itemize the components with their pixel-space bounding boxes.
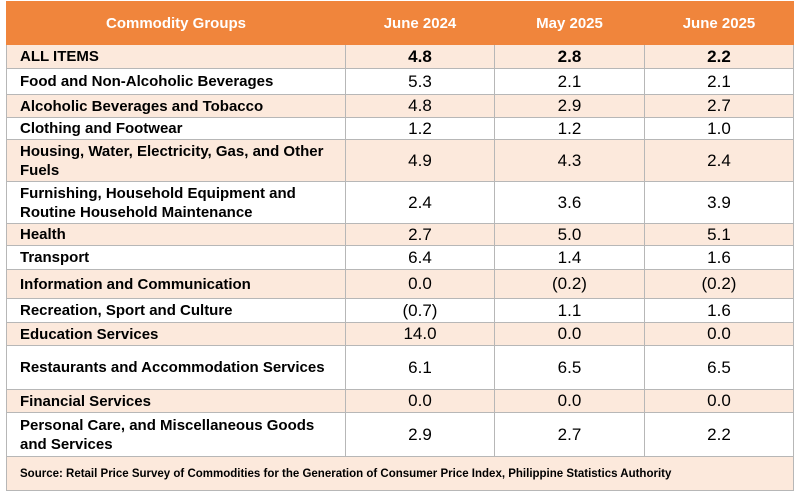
value-june-2025: 2.1 [644,68,794,95]
value-june-2025: 3.9 [644,181,794,224]
table-body: ALL ITEMS 4.8 2.8 2.2 Food and Non-Alcoholic… [6,44,794,457]
value-may-2025: 2.9 [494,94,645,118]
table-row: Education Services 14.0 0.0 0.0 [6,322,794,346]
value-may-2025: 1.4 [494,245,645,270]
commodity-group-name: Recreation, Sport and Culture [6,298,346,323]
table-row: Food and Non-Alcoholic Beverages 5.3 2.1 2.… [6,68,794,95]
value-june-2024: 2.4 [345,181,495,224]
source-row: Source: Retail Price Survey of Commoditi… [6,456,794,491]
table-row: Alcoholic Beverages and Tobacco 4.8 2.9 2.7 [6,94,794,118]
table-row: Transport 6.4 1.4 1.6 [6,245,794,270]
value-june-2024: 2.9 [345,412,495,457]
value-june-2024: 2.7 [345,223,495,246]
commodity-group-name: ALL ITEMS [6,44,346,69]
value-june-2024: 0.0 [345,269,495,299]
column-header-june-2024: June 2024 [345,1,495,45]
value-june-2024: 4.8 [345,94,495,118]
value-may-2025: (0.2) [494,269,645,299]
value-june-2024: (0.7) [345,298,495,323]
column-header-june-2025: June 2025 [644,1,794,45]
table-row: Furnishing, Household Equipment and Rout… [6,181,794,224]
commodity-group-name: Transport [6,245,346,270]
table-row-all-items: ALL ITEMS 4.8 2.8 2.2 [6,44,794,69]
value-june-2025: 2.2 [644,44,794,69]
table-row: Information and Communication 0.0 (0.2) (0.… [6,269,794,299]
value-june-2025: 5.1 [644,223,794,246]
value-june-2025: 2.2 [644,412,794,457]
table-row: Clothing and Footwear 1.2 1.2 1.0 [6,117,794,140]
value-may-2025: 3.6 [494,181,645,224]
value-may-2025: 4.3 [494,139,645,182]
value-june-2025: 1.0 [644,117,794,140]
source-note: Source: Retail Price Survey of Commoditi… [6,456,794,491]
table-row: Recreation, Sport and Culture (0.7) 1.1 1.6 [6,298,794,323]
value-june-2025: 2.4 [644,139,794,182]
value-june-2024: 6.4 [345,245,495,270]
value-may-2025: 0.0 [494,389,645,413]
commodity-group-name: Furnishing, Household Equipment and Rout… [6,181,346,224]
value-may-2025: 2.8 [494,44,645,69]
value-june-2024: 4.8 [345,44,495,69]
value-may-2025: 2.7 [494,412,645,457]
value-may-2025: 1.2 [494,117,645,140]
table-row: Personal Care, and Miscellaneous Goods a… [6,412,794,457]
value-june-2024: 5.3 [345,68,495,95]
header-row: Commodity Groups June 2024 May 2025 June… [6,1,794,45]
commodity-group-name: Restaurants and Accommodation Services [6,345,346,390]
value-june-2025: 0.0 [644,389,794,413]
value-june-2025: 1.6 [644,298,794,323]
commodity-group-name: Clothing and Footwear [6,117,346,140]
value-june-2025: 2.7 [644,94,794,118]
commodity-group-name: Financial Services [6,389,346,413]
table-row: Financial Services 0.0 0.0 0.0 [6,389,794,413]
commodity-group-name: Education Services [6,322,346,346]
value-june-2025: 6.5 [644,345,794,390]
value-june-2025: (0.2) [644,269,794,299]
table-row: Restaurants and Accommodation Services 6.… [6,345,794,390]
column-header-commodity-groups: Commodity Groups [6,1,346,45]
table-row: Housing, Water, Electricity, Gas, and Ot… [6,139,794,182]
value-june-2024: 0.0 [345,389,495,413]
value-june-2025: 0.0 [644,322,794,346]
value-may-2025: 6.5 [494,345,645,390]
commodity-group-name: Information and Communication [6,269,346,299]
commodity-group-name: Health [6,223,346,246]
commodity-group-name: Personal Care, and Miscellaneous Goods a… [6,412,346,457]
value-june-2024: 4.9 [345,139,495,182]
value-may-2025: 5.0 [494,223,645,246]
value-may-2025: 2.1 [494,68,645,95]
value-may-2025: 0.0 [494,322,645,346]
column-header-may-2025: May 2025 [494,1,645,45]
table-row: Health 2.7 5.0 5.1 [6,223,794,246]
commodity-group-name: Housing, Water, Electricity, Gas, and Ot… [6,139,346,182]
value-may-2025: 1.1 [494,298,645,323]
cpi-commodity-table: Commodity Groups June 2024 May 2025 June… [6,1,794,491]
value-june-2024: 1.2 [345,117,495,140]
value-june-2024: 6.1 [345,345,495,390]
value-june-2025: 1.6 [644,245,794,270]
commodity-group-name: Food and Non-Alcoholic Beverages [6,68,346,95]
value-june-2024: 14.0 [345,322,495,346]
commodity-group-name: Alcoholic Beverages and Tobacco [6,94,346,118]
